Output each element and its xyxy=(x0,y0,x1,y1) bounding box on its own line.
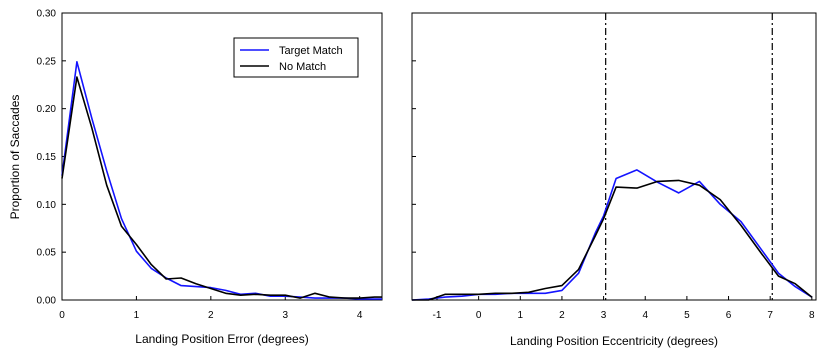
left-y-tick-label: 0.15 xyxy=(37,152,57,163)
right-x-tick-label: -1 xyxy=(433,310,442,321)
right-x-tick-label: 2 xyxy=(559,310,565,321)
right-x-tick-label: 5 xyxy=(684,310,690,321)
legend: Target Match No Match xyxy=(233,37,359,78)
left-x-tick-label: 0 xyxy=(59,310,65,321)
legend-box xyxy=(233,37,359,78)
right-series-line-no-match xyxy=(412,179,813,301)
right-x-tick-label: 8 xyxy=(809,310,815,321)
legend-label-no-match: No Match xyxy=(279,61,326,73)
left-y-tick-label: 0.25 xyxy=(37,56,57,67)
right-reference-lines xyxy=(605,13,773,300)
left-series-line-target-match xyxy=(61,60,382,300)
left-y-tick-label: 0.05 xyxy=(37,248,57,259)
left-y-tick-label: 0.20 xyxy=(37,104,57,115)
right-series-line-target-match xyxy=(411,169,813,301)
left-x-tick-label: 4 xyxy=(357,310,363,321)
left-y-axis-label: Proportion of Saccades xyxy=(8,95,22,220)
left-x-tick-label: 3 xyxy=(282,310,288,321)
left-series-group xyxy=(61,60,382,300)
left-y-tick-label: 0.10 xyxy=(37,200,57,211)
chart-left: 0 1 2 3 4 0.00 0.05 0.10 0.15 0.20 0.25 0.30 Propor… xyxy=(8,9,383,346)
right-x-axis-label: Landing Position Eccentricity (degrees) xyxy=(510,334,718,348)
left-y-tick-label: 0.00 xyxy=(37,296,57,307)
right-axes: -1 0 1 2 3 4 5 6 7 8 xyxy=(412,12,815,321)
left-y-tick-label: 0.30 xyxy=(37,9,57,20)
right-x-tick-label: 3 xyxy=(601,310,607,321)
right-series-group xyxy=(411,169,813,301)
legend-label-target-match: Target Match xyxy=(279,45,343,57)
chart-right: -1 0 1 2 3 4 5 6 7 8 Landing Position Eccentricit… xyxy=(411,12,817,348)
right-x-tick-label: 4 xyxy=(642,310,648,321)
left-x-tick-label: 1 xyxy=(134,310,140,321)
right-x-tick-label: 6 xyxy=(726,310,732,321)
left-x-axis-label: Landing Position Error (degrees) xyxy=(135,332,308,346)
right-x-tick-label: 1 xyxy=(518,310,524,321)
right-x-tick-label: 7 xyxy=(767,310,773,321)
right-plot-frame xyxy=(411,12,817,301)
left-series-line-no-match xyxy=(61,76,382,299)
right-x-tick-label: 0 xyxy=(476,310,482,321)
left-x-tick-label: 2 xyxy=(208,310,214,321)
